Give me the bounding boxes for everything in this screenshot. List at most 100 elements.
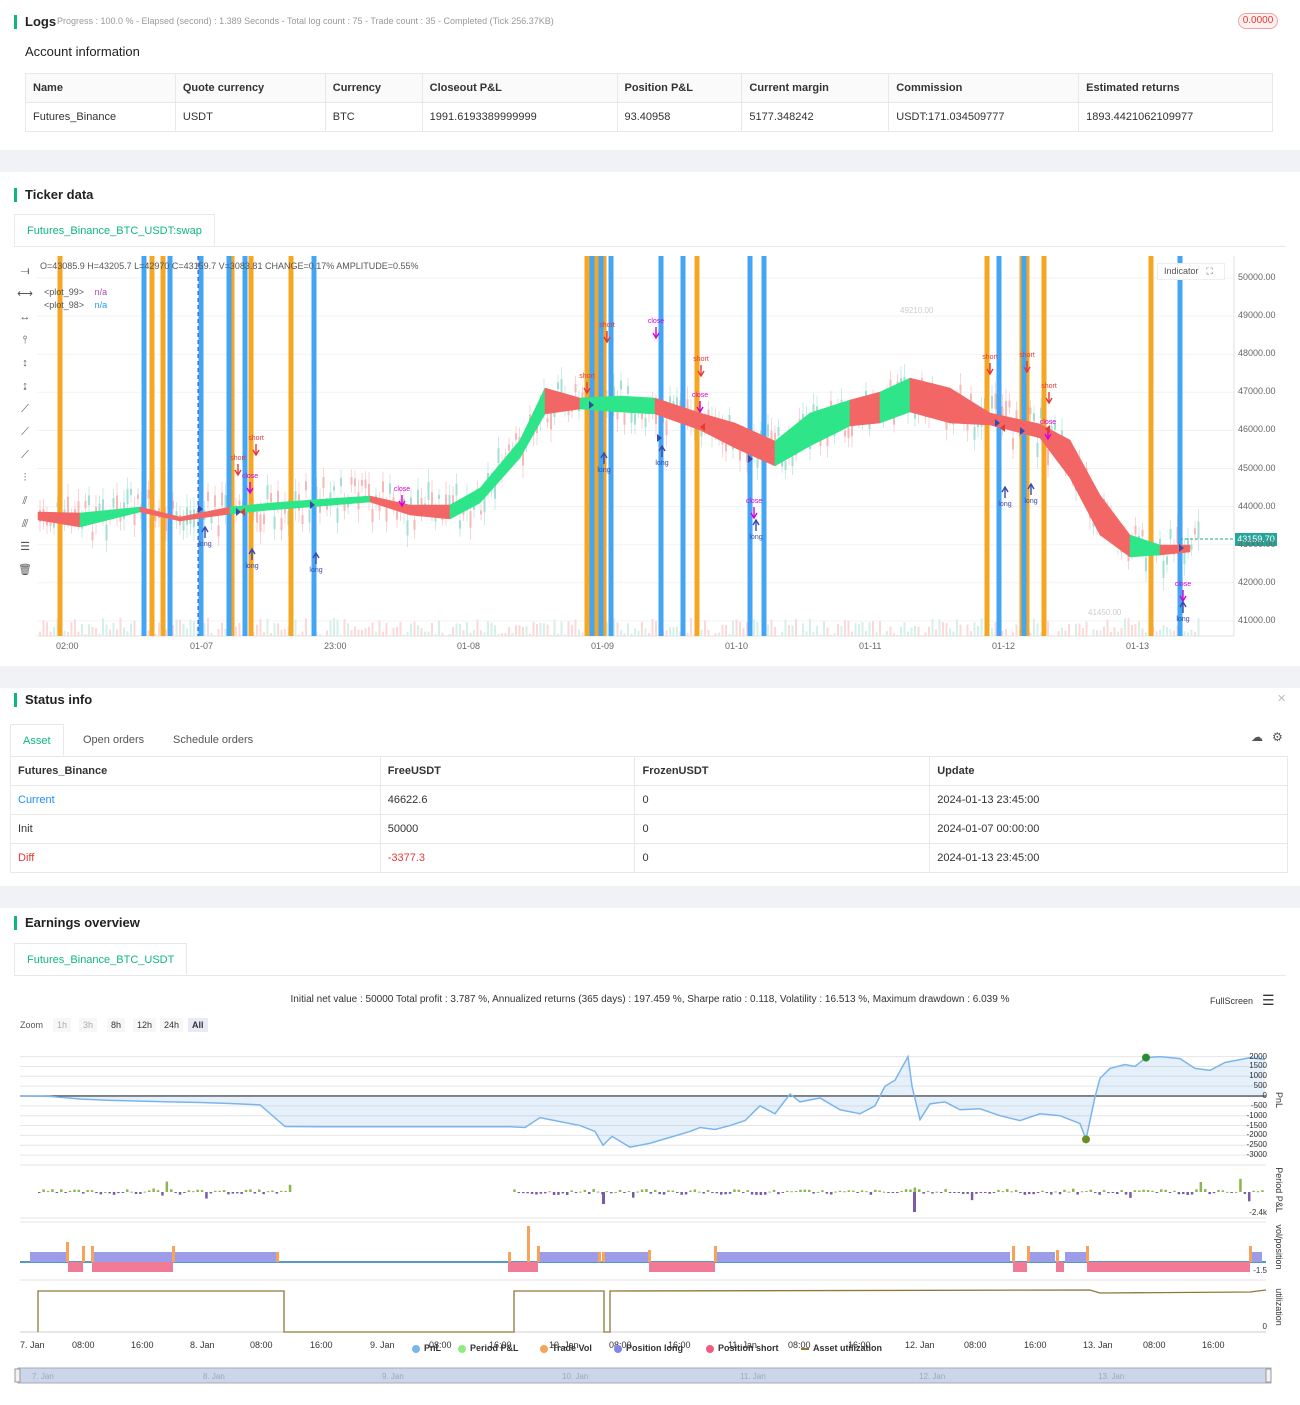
period-pnl-bar — [1195, 1189, 1198, 1192]
exit-triangle — [240, 508, 245, 516]
trade-marker-short[interactable]: short — [579, 373, 595, 395]
time-axis-label: 8. Jan — [190, 1340, 215, 1350]
zoom-button-12h[interactable]: 12h — [133, 1018, 157, 1032]
signal-bar-orange — [1148, 256, 1154, 636]
chart-tool-icon[interactable]: ☰ — [20, 541, 30, 553]
trade-marker-close[interactable]: close — [242, 473, 258, 495]
chart-tool-icon[interactable]: ⫻ — [21, 518, 29, 530]
time-axis-label: 16:00 — [1202, 1340, 1225, 1350]
period-pnl-bar — [1155, 1192, 1159, 1193]
zoom-button-24h[interactable]: 24h — [160, 1018, 184, 1032]
chart-tool-icon[interactable]: ⫶ — [23, 472, 27, 484]
signal-bar-blue — [658, 256, 664, 636]
legend-item[interactable]: PnL — [412, 1343, 441, 1353]
period-pnl-bar — [548, 1191, 551, 1193]
period-pnl-bar — [1058, 1192, 1062, 1195]
cloud-download-icon[interactable]: ☁ — [1251, 730, 1263, 744]
axis-title: PnL — [1274, 1092, 1284, 1108]
period-pnl-bar — [1067, 1191, 1071, 1193]
legend-item[interactable]: Period P&L — [458, 1343, 519, 1353]
indicator-button[interactable]: Indicator ⛶ — [1157, 263, 1225, 280]
chart-tool-icon[interactable]: ⟋ — [21, 426, 29, 438]
zoom-button-8h[interactable]: 8h — [107, 1018, 126, 1032]
trade-marker-short[interactable]: short — [693, 356, 709, 378]
earnings-tab[interactable]: Futures_Binance_BTC_USDT — [14, 943, 188, 975]
entry-triangle — [1020, 427, 1025, 435]
trade-marker-long[interactable]: long — [597, 451, 611, 474]
candle — [483, 494, 486, 513]
gear-icon[interactable]: ⚙ — [1272, 730, 1283, 744]
chart-tool-icon[interactable]: ⫽ — [22, 495, 28, 507]
trade-marker-short[interactable]: short — [1019, 352, 1035, 374]
trade-marker-long[interactable]: long — [1176, 600, 1190, 623]
chart-tool-icon[interactable]: ↨ — [22, 380, 28, 392]
legend-item[interactable]: Asset utilization — [801, 1343, 882, 1353]
chart-tool-icon[interactable]: 🗑 — [18, 564, 32, 576]
svg-text:long: long — [309, 567, 322, 574]
trade-marker-short[interactable]: short — [248, 435, 264, 457]
candle — [480, 510, 482, 515]
navigator-label: 11. Jan — [740, 1372, 766, 1381]
chart-tool-icon[interactable]: ⟞ — [20, 265, 30, 277]
trade-marker-long[interactable]: long — [1024, 482, 1038, 505]
tab-schedule-orders[interactable]: Schedule orders — [173, 734, 254, 746]
period-pnl-bar — [1261, 1190, 1264, 1192]
exit-triangle — [1000, 424, 1005, 432]
period-pnl-bar — [1133, 1190, 1137, 1192]
tab-open-orders[interactable]: Open orders — [83, 734, 145, 746]
trade-marker-long[interactable]: long — [198, 525, 212, 548]
legend-item[interactable]: Position long — [614, 1343, 683, 1353]
trade-marker-short[interactable]: short — [599, 322, 615, 344]
period-pnl-bar — [821, 1190, 824, 1192]
candle — [1197, 521, 1200, 539]
trade-marker-long[interactable]: long — [245, 547, 259, 570]
chart-tool-icon[interactable]: ↔ — [19, 311, 31, 323]
menu-icon[interactable]: ☰ — [1262, 992, 1275, 1008]
candle — [88, 495, 90, 506]
trade-marker-close[interactable]: close — [692, 392, 708, 414]
fullscreen-button[interactable]: FullScreen — [1210, 996, 1254, 1006]
trade-marker-long[interactable]: long — [749, 518, 763, 541]
zoom-button-All[interactable]: All — [188, 1018, 208, 1032]
navigator-handle-right[interactable] — [1265, 1368, 1272, 1383]
period-pnl-bar — [931, 1192, 934, 1194]
navigator-label: 13. Jan — [1098, 1372, 1124, 1381]
legend-label: Position short — [718, 1343, 779, 1353]
navigator-handle-left[interactable] — [14, 1368, 21, 1383]
zoom-button-3h[interactable]: 3h — [79, 1018, 98, 1032]
collapse-icon[interactable]: ✕ — [1277, 693, 1287, 705]
trade-marker-close[interactable]: close — [648, 318, 664, 340]
trade-marker-long[interactable]: long — [998, 485, 1012, 508]
trade-marker-short[interactable]: short — [982, 354, 998, 376]
chart-tool-icon[interactable]: ⟋ — [21, 403, 29, 415]
signal-bar-blue — [1177, 256, 1183, 636]
legend-item[interactable]: Position short — [706, 1343, 779, 1353]
trade-marker-close[interactable]: close — [394, 486, 410, 508]
candle — [308, 509, 311, 523]
trade-marker-short[interactable]: short — [230, 455, 246, 477]
trade-marker-close[interactable]: close — [746, 498, 762, 520]
candle — [1166, 556, 1168, 565]
signal-bar-orange — [594, 256, 600, 636]
trade-marker-long[interactable]: long — [655, 444, 669, 467]
candle — [67, 496, 69, 515]
chart-tool-icon[interactable]: ↕ — [22, 357, 28, 369]
trade-marker-short[interactable]: short — [1041, 383, 1057, 405]
candle — [725, 438, 727, 452]
candle — [494, 484, 496, 499]
chart-tool-icon[interactable]: ⟋ — [21, 449, 29, 461]
period-pnl-bar — [1085, 1190, 1088, 1192]
chart-tool-icon[interactable]: ⟷ — [17, 288, 33, 300]
period-pnl-bar — [904, 1189, 908, 1192]
legend-item[interactable]: Trade Vol — [540, 1343, 592, 1353]
tab-asset[interactable]: Asset — [10, 724, 64, 756]
ticker-tab[interactable]: Futures_Binance_BTC_USDT:swap — [14, 214, 215, 246]
period-pnl-bar — [596, 1191, 600, 1193]
zoom-button-1h[interactable]: 1h — [53, 1018, 72, 1032]
period-pnl-bar — [979, 1192, 983, 1193]
chart-tool-icon[interactable]: ⫯ — [22, 334, 28, 346]
trade-marker-long[interactable]: long — [309, 551, 323, 574]
candlestick-chart[interactable]: 49210.00 41450.00 short short close long long l… — [0, 0, 1300, 666]
period-pnl-bar — [984, 1192, 987, 1193]
